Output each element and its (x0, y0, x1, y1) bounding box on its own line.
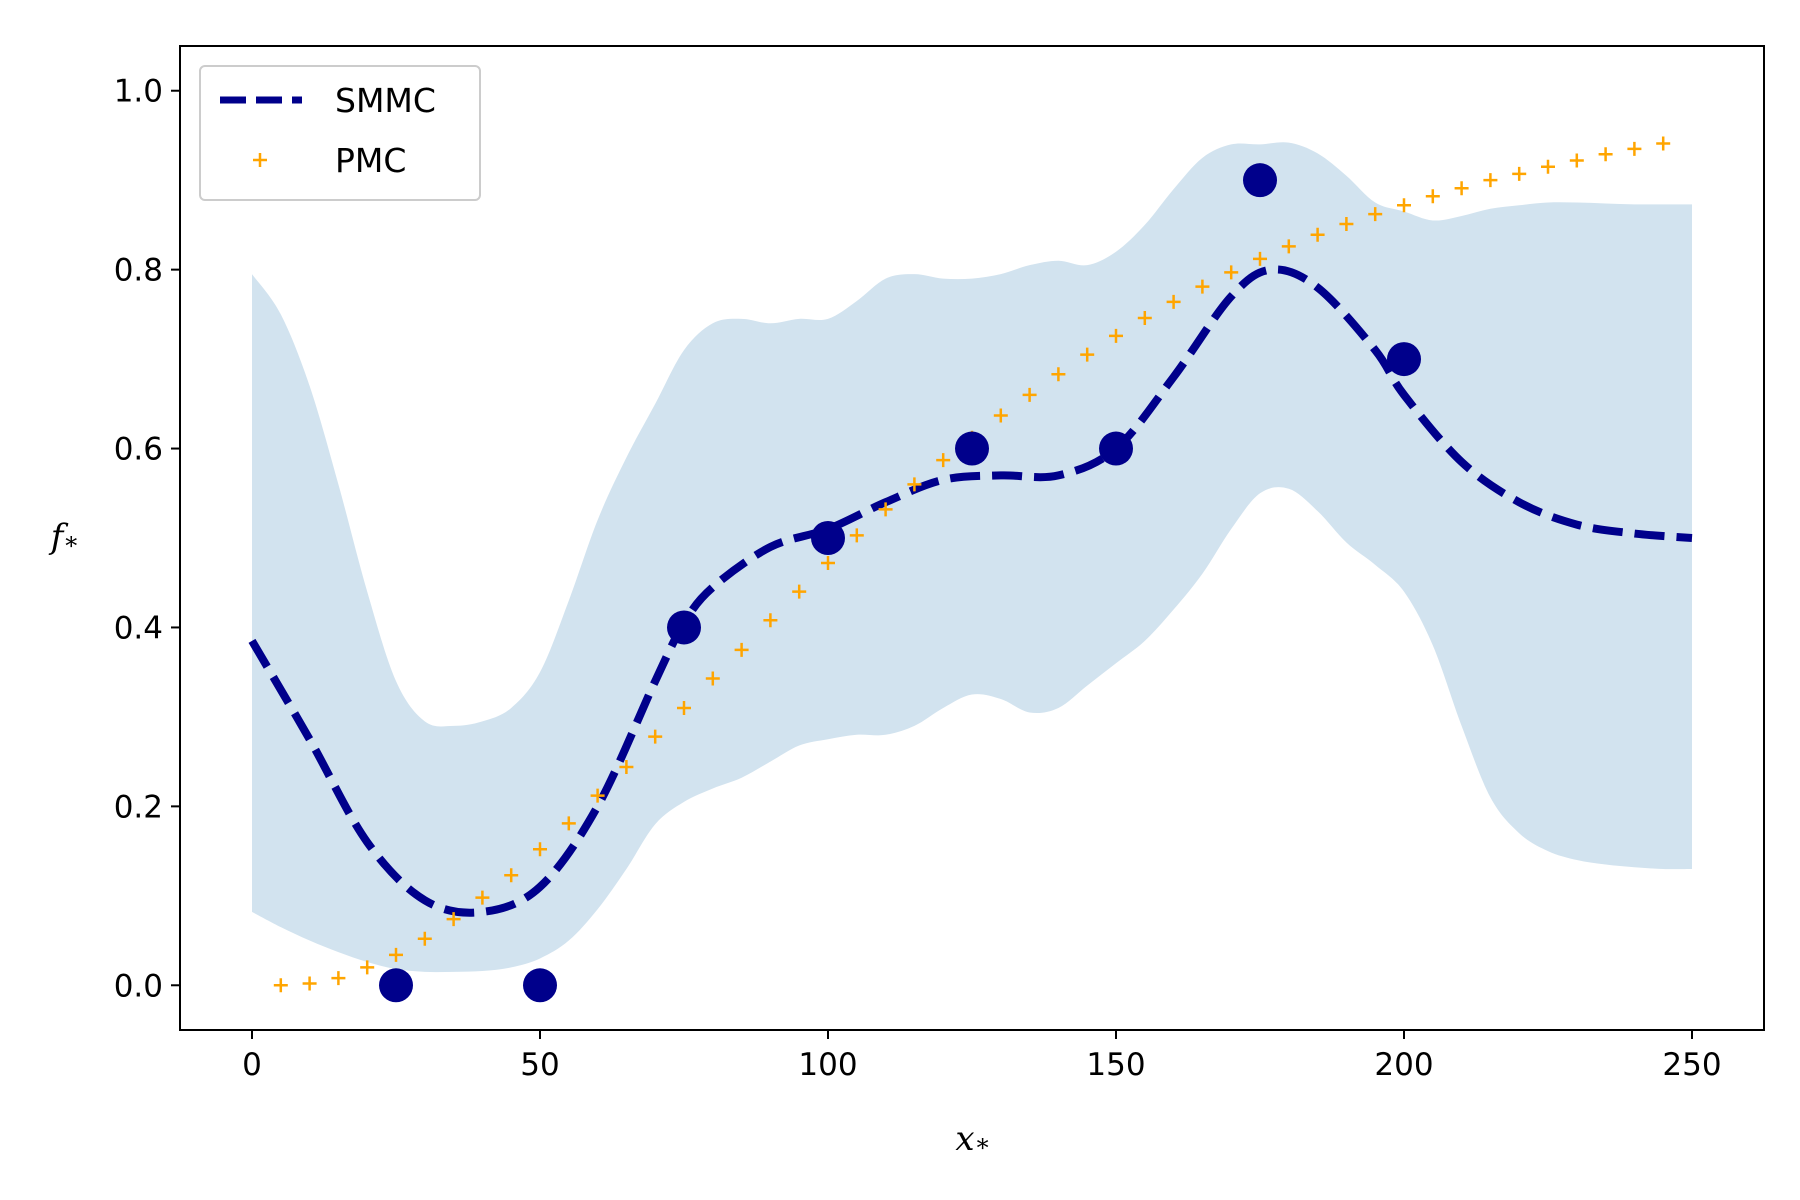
pmc-point (1598, 147, 1613, 162)
observation-point (523, 968, 557, 1003)
pmc-point (705, 671, 720, 686)
pmc-point (1397, 198, 1411, 213)
y-tick-label: 0.4 (114, 610, 163, 646)
pmc-point (677, 700, 691, 715)
pmc-point (1310, 227, 1325, 242)
pmc-point (533, 842, 547, 857)
confidence-band (252, 142, 1692, 973)
x-axis-label-sub: * (977, 1134, 989, 1162)
observation-point (811, 521, 845, 555)
pmc-point (648, 729, 663, 744)
pmc-point (1080, 347, 1095, 362)
y-tick-label: 0.8 (114, 253, 163, 289)
legend-pmc-plus (253, 153, 267, 167)
observation-point (379, 968, 413, 1003)
pmc-point (417, 931, 432, 946)
pmc-point (1339, 217, 1354, 232)
x-tick-label: 100 (798, 1047, 857, 1083)
pmc-point (1425, 189, 1440, 204)
pmc-point (1022, 387, 1037, 402)
pmc-series-layer (273, 136, 1671, 993)
pmc-point (331, 971, 346, 986)
pmc-point (1224, 265, 1239, 280)
y-tick-label: 0.6 (114, 432, 163, 468)
x-tick-label: 150 (1086, 1047, 1145, 1083)
pmc-point (302, 976, 317, 991)
x-tick-label: 0 (242, 1047, 262, 1083)
pmc-point (1137, 310, 1152, 325)
observation-point (1099, 431, 1133, 466)
x-axis-ticks: 0 50 100 150 200 250 (242, 1030, 1722, 1083)
pmc-point (1051, 367, 1066, 382)
pmc-point (993, 408, 1008, 423)
pmc-point (590, 788, 605, 803)
pmc-point (1569, 153, 1584, 168)
x-tick-label: 50 (520, 1047, 559, 1083)
x-axis-label-main: x (955, 1119, 974, 1159)
pmc-point (1253, 251, 1267, 266)
observation-point (1243, 163, 1277, 198)
pmc-point (936, 453, 951, 468)
x-tick-label: 200 (1374, 1047, 1433, 1083)
confidence-band-layer (252, 142, 1692, 973)
legend-pmc-label: PMC (335, 141, 406, 180)
pmc-point (1512, 166, 1527, 181)
pmc-point (360, 960, 375, 975)
pmc-point (389, 947, 403, 962)
y-axis-label: f* (48, 517, 78, 560)
pmc-point (1166, 294, 1181, 309)
pmc-point (1454, 181, 1469, 196)
pmc-point (475, 890, 490, 905)
pmc-point (849, 528, 864, 543)
pmc-point (1656, 136, 1671, 151)
y-tick-label: 1.0 (114, 74, 163, 110)
pmc-point (273, 978, 288, 993)
pmc-point (763, 613, 778, 628)
pmc-point (1281, 239, 1296, 254)
x-tick-label: 250 (1662, 1047, 1721, 1083)
observation-point (955, 431, 989, 466)
pmc-point (792, 584, 807, 599)
pmc-point (1195, 279, 1210, 294)
pmc-point (504, 868, 519, 883)
pmc-point (561, 816, 576, 831)
pmc-point (734, 642, 749, 657)
observation-points-layer (379, 163, 1421, 1003)
y-axis-ticks: 0.0 0.2 0.4 0.6 0.8 1.0 (114, 74, 180, 1004)
pmc-point (907, 477, 922, 492)
pmc-point (878, 502, 893, 517)
observation-point (667, 610, 701, 645)
legend-smmc-label: SMMC (335, 81, 436, 120)
legend-pmc-swatch (253, 153, 267, 167)
observation-point (1387, 342, 1421, 377)
y-tick-label: 0.2 (114, 789, 163, 825)
pmc-point (619, 760, 634, 775)
pmc-point (1109, 328, 1123, 343)
y-tick-label: 0.0 (114, 968, 163, 1004)
y-axis-label-sub: * (65, 532, 77, 560)
pmc-point (1368, 207, 1383, 222)
pmc-point (1541, 159, 1555, 174)
pmc-point (1627, 141, 1642, 156)
x-axis-label: x* (955, 1119, 988, 1162)
plot-frame (179, 45, 1765, 1031)
pmc-point (1483, 173, 1498, 188)
legend: SMMC PMC (199, 65, 481, 201)
pmc-point (446, 912, 461, 927)
pmc-point (821, 556, 835, 571)
